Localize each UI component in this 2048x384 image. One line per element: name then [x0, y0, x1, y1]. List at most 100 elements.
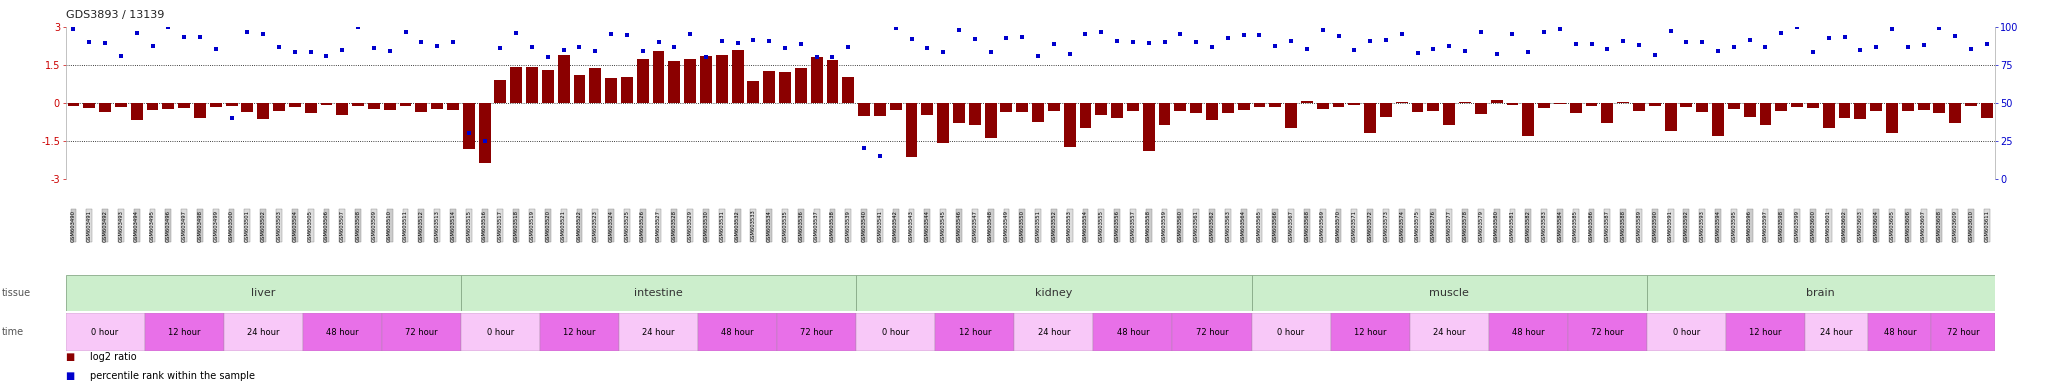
Point: [309, 53, 342, 59]
Bar: [541, 313, 618, 351]
Point: [88, 40, 121, 46]
Bar: [432, 103, 442, 109]
Bar: [827, 60, 838, 103]
Text: GSM603493: GSM603493: [119, 210, 123, 242]
Bar: [1665, 103, 1677, 131]
Text: GSM603531: GSM603531: [719, 210, 725, 242]
Text: 12 hour: 12 hour: [563, 328, 596, 337]
Text: GSM603547: GSM603547: [973, 210, 977, 242]
Point: [1655, 28, 1688, 34]
Point: [1686, 39, 1718, 45]
Bar: [223, 313, 303, 351]
Text: 0 hour: 0 hour: [1673, 328, 1700, 337]
Text: GSM603559: GSM603559: [1161, 210, 1167, 242]
Text: GSM603591: GSM603591: [1667, 210, 1673, 242]
Text: 24 hour: 24 hour: [248, 328, 279, 337]
Point: [1733, 37, 1765, 43]
Bar: [115, 103, 127, 107]
Text: GSM603594: GSM603594: [1716, 210, 1720, 242]
Bar: [938, 103, 948, 143]
Bar: [305, 103, 317, 113]
Text: GSM603538: GSM603538: [829, 210, 836, 242]
Text: GSM603553: GSM603553: [1067, 210, 1073, 242]
Text: GSM603598: GSM603598: [1780, 210, 1784, 242]
Bar: [856, 275, 1251, 311]
Bar: [1696, 103, 1708, 112]
Point: [1812, 35, 1845, 41]
Point: [1876, 26, 1909, 32]
Bar: [303, 313, 381, 351]
Point: [483, 45, 516, 51]
Bar: [131, 103, 143, 121]
Text: GSM603564: GSM603564: [1241, 210, 1245, 242]
Bar: [618, 313, 698, 351]
Text: GSM603586: GSM603586: [1589, 210, 1593, 242]
Bar: [748, 81, 760, 103]
Text: GSM603536: GSM603536: [799, 210, 803, 242]
Bar: [272, 103, 285, 111]
Point: [895, 36, 928, 43]
Bar: [1870, 103, 1882, 111]
Point: [516, 44, 549, 50]
Bar: [242, 103, 254, 112]
Point: [942, 26, 975, 33]
Bar: [1032, 103, 1044, 122]
Text: GSM603561: GSM603561: [1194, 210, 1198, 242]
Text: liver: liver: [252, 288, 274, 298]
Text: GSM603519: GSM603519: [530, 210, 535, 242]
Bar: [461, 313, 541, 351]
Text: GSM603512: GSM603512: [420, 210, 424, 242]
Bar: [604, 78, 616, 103]
Point: [1323, 33, 1356, 39]
Text: GSM603504: GSM603504: [293, 210, 297, 242]
Text: GDS3893 / 13139: GDS3893 / 13139: [66, 10, 164, 20]
Bar: [1171, 313, 1251, 351]
Point: [864, 153, 897, 159]
Bar: [209, 103, 221, 107]
Bar: [1632, 103, 1645, 111]
Text: GSM603580: GSM603580: [1495, 210, 1499, 242]
Bar: [842, 77, 854, 103]
Bar: [1886, 103, 1898, 133]
Bar: [479, 103, 492, 164]
Text: 48 hour: 48 hour: [721, 328, 754, 337]
Bar: [416, 103, 428, 112]
Point: [1417, 45, 1450, 51]
Bar: [1112, 103, 1122, 118]
Bar: [1602, 103, 1614, 123]
Point: [1337, 46, 1370, 53]
Bar: [952, 103, 965, 123]
Text: GSM603491: GSM603491: [86, 210, 92, 242]
Text: GSM603530: GSM603530: [702, 210, 709, 242]
Point: [1212, 35, 1245, 41]
Text: 24 hour: 24 hour: [643, 328, 674, 337]
Point: [373, 48, 406, 54]
Point: [389, 29, 422, 35]
Text: GSM603603: GSM603603: [1858, 210, 1864, 242]
Bar: [383, 103, 395, 110]
Bar: [178, 103, 190, 108]
Point: [121, 30, 154, 36]
Point: [1464, 29, 1497, 35]
Point: [1544, 26, 1577, 32]
Point: [594, 31, 627, 37]
Bar: [1348, 103, 1360, 105]
Text: GSM603506: GSM603506: [324, 210, 330, 242]
Bar: [557, 55, 569, 103]
Text: GSM603602: GSM603602: [1841, 210, 1847, 242]
Text: GSM603611: GSM603611: [1985, 210, 1989, 242]
Bar: [1823, 103, 1835, 128]
Point: [1702, 48, 1735, 54]
Bar: [698, 313, 776, 351]
Bar: [1016, 103, 1028, 112]
Bar: [1126, 103, 1139, 111]
Bar: [1251, 275, 1647, 311]
Text: GSM603499: GSM603499: [213, 210, 219, 242]
Bar: [717, 55, 727, 103]
Point: [1133, 40, 1165, 46]
Point: [1434, 43, 1466, 50]
Bar: [98, 103, 111, 112]
Point: [231, 29, 264, 35]
Text: GSM603599: GSM603599: [1794, 210, 1800, 242]
Point: [1511, 50, 1544, 56]
